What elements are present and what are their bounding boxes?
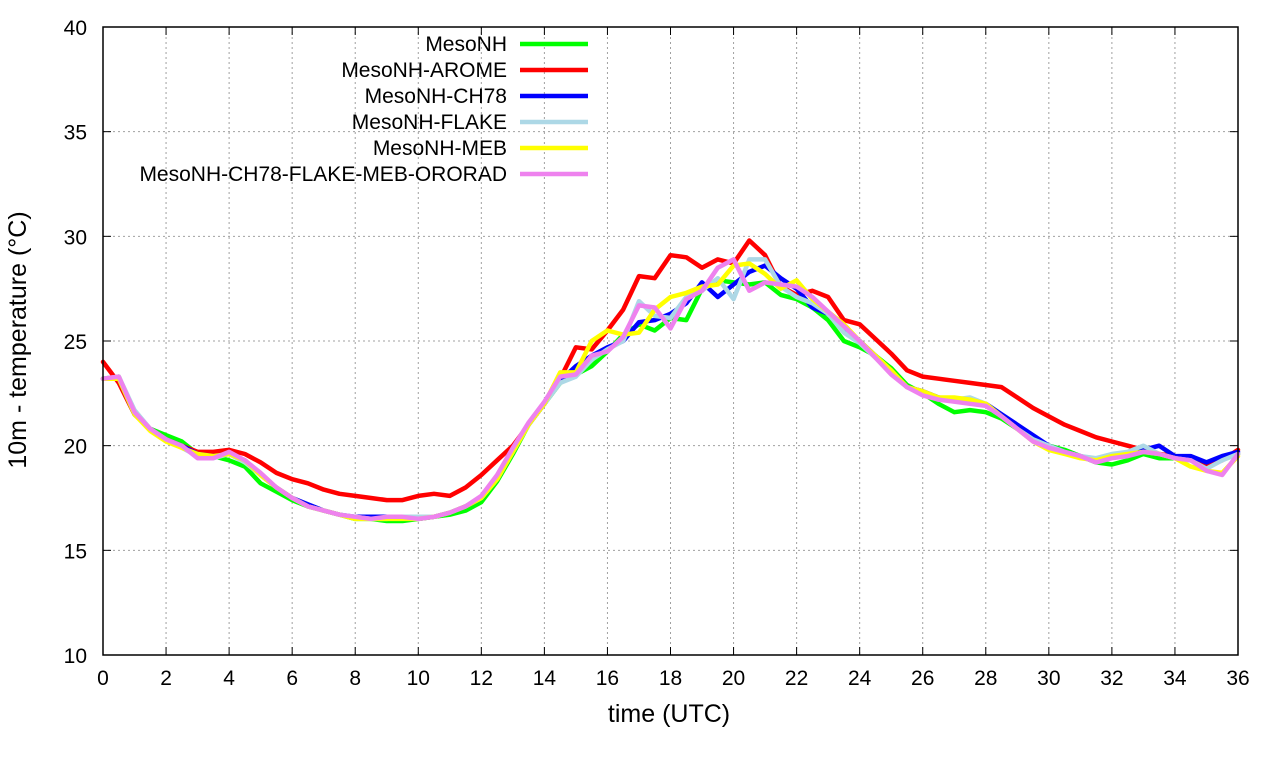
x-tick-label: 8 <box>349 667 361 690</box>
x-tick-label: 4 <box>223 667 235 690</box>
series-line-2 <box>100 238 1241 503</box>
legend-label: MesoNH-CH78-FLAKE-MEB-ORORAD <box>139 163 507 186</box>
x-tick-label: 14 <box>533 667 557 690</box>
y-tick-label: 20 <box>64 436 87 459</box>
x-tick-label: 2 <box>160 667 172 690</box>
y-tick-label: 15 <box>64 540 87 563</box>
x-tick-label: 36 <box>1226 667 1249 690</box>
series-line-6 <box>100 257 1241 522</box>
legend-label: MesoNH <box>425 33 507 56</box>
series-lines <box>100 238 1241 524</box>
x-tick-label: 20 <box>722 667 745 690</box>
legend-label: MesoNH-CH78 <box>365 85 507 108</box>
legend-label: MesoNH-AROME <box>341 59 507 82</box>
x-tick-label: 28 <box>974 667 997 690</box>
legend-label: MesoNH-MEB <box>373 137 507 160</box>
x-tick-label: 16 <box>596 667 619 690</box>
x-tick-label: 0 <box>97 667 109 690</box>
legend: MesoNH MesoNH-AROME MesoNH-CH78 MesoNH-FLAK… <box>139 33 588 186</box>
x-tick-label: 6 <box>286 667 298 690</box>
y-tick-label: 10 <box>64 645 87 668</box>
series-line-5 <box>100 261 1241 522</box>
x-tick-label: 24 <box>848 667 872 690</box>
x-axis-title: time (UTC) <box>608 700 730 728</box>
y-tick-label: 30 <box>64 226 87 249</box>
y-axis-title: 10m - temperature (°C) <box>4 211 32 468</box>
x-tick-label: 34 <box>1163 667 1187 690</box>
x-tick-label: 10 <box>407 667 430 690</box>
legend-label: MesoNH-FLAKE <box>352 111 507 134</box>
axis-ticks: 0 2 4 6 8 10 12 14 16 18 20 22 24 26 28 30 32 34 361015202… <box>64 17 1250 690</box>
x-tick-label: 22 <box>785 667 808 690</box>
x-tick-label: 18 <box>659 667 682 690</box>
x-tick-label: 32 <box>1100 667 1123 690</box>
y-tick-label: 25 <box>64 331 87 354</box>
grid <box>103 27 1238 655</box>
y-tick-label: 35 <box>64 122 87 145</box>
y-tick-label: 40 <box>64 17 87 40</box>
x-tick-label: 30 <box>1037 667 1060 690</box>
x-tick-label: 12 <box>470 667 493 690</box>
x-tick-label: 26 <box>911 667 934 690</box>
